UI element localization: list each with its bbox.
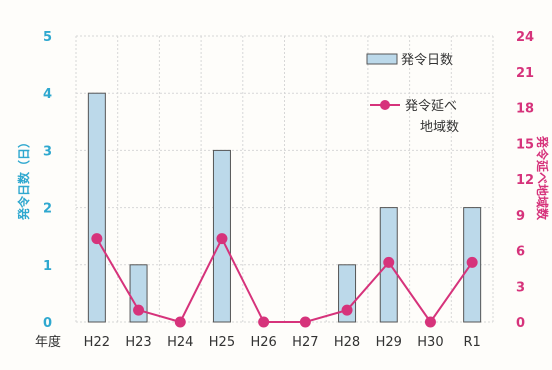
right-tick-label: 21 — [516, 66, 534, 81]
line-point — [133, 304, 145, 316]
legend-line-marker — [380, 100, 390, 110]
x-tick-label: H27 — [292, 335, 318, 350]
line-point — [174, 316, 186, 328]
right-tick-label: 3 — [516, 280, 525, 295]
axes: 発令日数（日） 発令延べ地域数 年度 01234503691215182124H… — [16, 30, 550, 350]
line-point — [424, 316, 436, 328]
x-tick-label: H26 — [250, 335, 276, 350]
x-tick-label: H24 — [167, 335, 193, 350]
left-axis-label: 発令日数（日） — [16, 136, 31, 221]
left-tick-label: 3 — [43, 144, 52, 159]
left-tick-label: 1 — [43, 259, 52, 274]
legend-bar-swatch — [366, 53, 398, 65]
line-point — [258, 316, 270, 328]
x-tick-label: H30 — [417, 335, 443, 350]
left-tick-label: 0 — [43, 316, 52, 331]
legend-bar-label: 発令日数 — [401, 53, 453, 68]
right-tick-label: 9 — [516, 209, 525, 224]
right-tick-label: 18 — [516, 102, 534, 117]
right-tick-label: 6 — [516, 245, 525, 260]
right-axis-label: 発令延べ地域数 — [535, 135, 550, 221]
line-series — [91, 233, 478, 328]
legend-line-label-2: 地域数 — [420, 120, 459, 135]
x-tick-label: H23 — [125, 335, 151, 350]
x-tick-label: H28 — [334, 335, 360, 350]
legend-line-label-1: 発令延べ — [405, 99, 457, 114]
left-tick-label: 5 — [43, 30, 52, 45]
line-point — [216, 233, 228, 245]
line-point — [341, 304, 353, 316]
line-point — [299, 316, 311, 328]
line-point — [383, 256, 395, 268]
right-tick-label: 15 — [516, 137, 534, 152]
right-tick-label: 24 — [516, 30, 534, 45]
x-tick-label: H25 — [209, 335, 235, 350]
bar — [87, 92, 106, 323]
series-line — [95, 236, 473, 324]
x-tick-label: H29 — [376, 335, 402, 350]
left-tick-label: 2 — [43, 202, 52, 217]
legend: 発令日数 発令延べ 地域数 — [366, 53, 459, 135]
right-tick-label: 0 — [516, 316, 525, 331]
x-tick-label: R1 — [463, 335, 480, 350]
x-axis-label: 年度 — [35, 334, 61, 350]
x-tick-label: H22 — [84, 335, 110, 350]
line-point — [466, 256, 478, 268]
right-tick-label: 12 — [516, 173, 534, 188]
left-tick-label: 4 — [43, 87, 52, 102]
line-point — [91, 233, 103, 245]
